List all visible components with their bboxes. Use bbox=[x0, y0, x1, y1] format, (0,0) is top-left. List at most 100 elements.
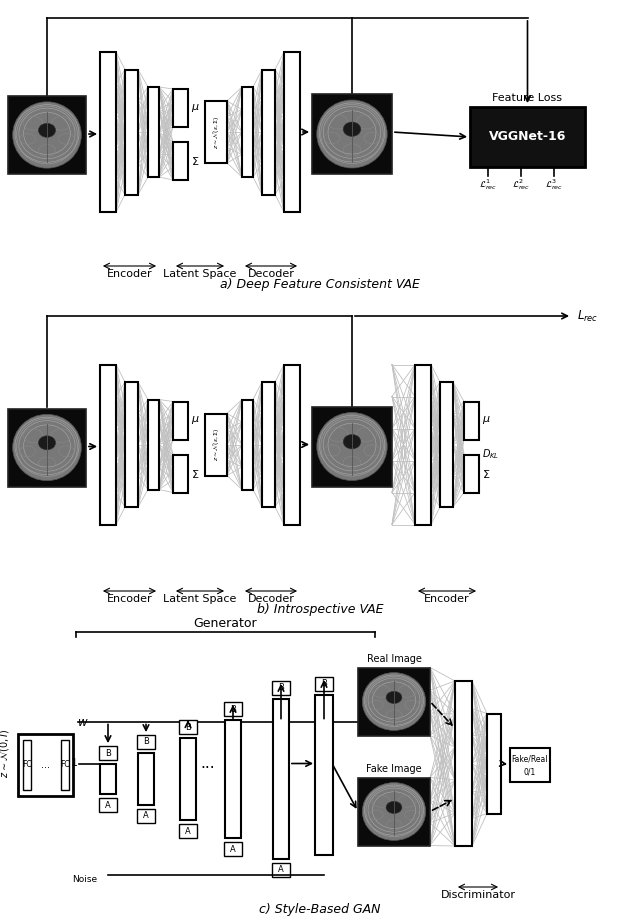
Text: $\mu$: $\mu$ bbox=[191, 414, 200, 426]
Ellipse shape bbox=[386, 801, 402, 813]
Bar bbox=[99, 798, 117, 812]
Bar bbox=[358, 667, 430, 735]
Text: ...: ... bbox=[200, 756, 215, 771]
Text: Decoder: Decoder bbox=[248, 594, 294, 604]
Ellipse shape bbox=[13, 102, 81, 168]
Bar bbox=[272, 863, 290, 877]
Text: 0/1: 0/1 bbox=[524, 767, 536, 777]
Bar bbox=[262, 382, 275, 507]
Text: Real Image: Real Image bbox=[367, 654, 421, 664]
Text: A: A bbox=[278, 866, 284, 875]
Text: $z{\sim}\mathcal{N}(\varepsilon,\Sigma)$: $z{\sim}\mathcal{N}(\varepsilon,\Sigma)$ bbox=[211, 427, 221, 461]
Bar bbox=[125, 70, 138, 195]
Text: Encoder: Encoder bbox=[107, 269, 152, 279]
Text: $\Sigma$: $\Sigma$ bbox=[482, 468, 490, 480]
Bar bbox=[315, 677, 333, 691]
Text: VGGNet-16: VGGNet-16 bbox=[489, 130, 566, 143]
Text: A: A bbox=[185, 826, 191, 835]
Text: Feature Loss: Feature Loss bbox=[493, 93, 563, 103]
Bar bbox=[137, 735, 155, 749]
Bar bbox=[179, 824, 197, 838]
Text: A: A bbox=[230, 845, 236, 854]
Ellipse shape bbox=[38, 436, 56, 449]
Text: $L_{rec}$: $L_{rec}$ bbox=[577, 309, 598, 323]
Bar bbox=[415, 365, 431, 525]
Bar bbox=[138, 753, 154, 805]
Bar bbox=[179, 720, 197, 734]
Bar bbox=[464, 455, 479, 493]
Bar bbox=[8, 96, 86, 174]
Bar bbox=[61, 740, 69, 789]
Bar bbox=[100, 764, 116, 794]
Text: ...: ... bbox=[42, 759, 51, 769]
Bar bbox=[284, 52, 300, 212]
Text: B: B bbox=[230, 705, 236, 713]
Text: $\mathcal{L}^1_{rec}$: $\mathcal{L}^1_{rec}$ bbox=[479, 177, 497, 192]
Bar bbox=[205, 414, 227, 475]
Bar bbox=[224, 842, 242, 856]
Bar bbox=[173, 402, 188, 439]
Text: b) Introspective VAE: b) Introspective VAE bbox=[257, 603, 383, 616]
Text: Fake Image: Fake Image bbox=[366, 765, 422, 775]
Text: B: B bbox=[185, 722, 191, 732]
Bar bbox=[315, 695, 333, 855]
Bar bbox=[99, 746, 117, 760]
Text: $\mu$: $\mu$ bbox=[191, 102, 200, 114]
Bar bbox=[100, 365, 116, 525]
Ellipse shape bbox=[38, 123, 56, 137]
Text: $z{\sim}\mathcal{N}(\varepsilon,\Sigma)$: $z{\sim}\mathcal{N}(\varepsilon,\Sigma)$ bbox=[211, 115, 221, 149]
Bar bbox=[23, 740, 31, 789]
Ellipse shape bbox=[343, 435, 361, 448]
Text: $z{\sim}\mathcal{N}(0,I)$: $z{\sim}\mathcal{N}(0,I)$ bbox=[0, 729, 12, 778]
Bar bbox=[455, 681, 472, 846]
Text: w: w bbox=[78, 717, 88, 730]
Bar bbox=[272, 681, 290, 695]
Text: $\mathcal{L}^2_{rec}$: $\mathcal{L}^2_{rec}$ bbox=[512, 177, 530, 192]
Bar bbox=[100, 52, 116, 212]
Text: 1: 1 bbox=[71, 758, 78, 768]
Text: Decoder: Decoder bbox=[248, 269, 294, 279]
Bar bbox=[262, 70, 275, 195]
Ellipse shape bbox=[362, 673, 426, 731]
Text: $\mathcal{L}^3_{rec}$: $\mathcal{L}^3_{rec}$ bbox=[545, 177, 563, 192]
Bar bbox=[242, 87, 253, 177]
Ellipse shape bbox=[343, 122, 361, 136]
Text: Encoder: Encoder bbox=[424, 594, 470, 604]
Bar bbox=[440, 382, 453, 507]
Bar bbox=[470, 107, 585, 167]
Bar bbox=[224, 702, 242, 716]
Ellipse shape bbox=[13, 414, 81, 481]
Bar bbox=[273, 699, 289, 859]
Bar bbox=[8, 409, 86, 486]
Ellipse shape bbox=[317, 100, 387, 168]
Text: B: B bbox=[105, 748, 111, 757]
Ellipse shape bbox=[386, 691, 402, 704]
Text: $\Sigma$: $\Sigma$ bbox=[191, 468, 199, 480]
Bar bbox=[510, 747, 550, 781]
Text: B: B bbox=[278, 684, 284, 693]
Bar bbox=[125, 382, 138, 507]
Text: $\mu$: $\mu$ bbox=[482, 414, 491, 426]
Text: Fake/Real: Fake/Real bbox=[512, 754, 548, 764]
Bar bbox=[18, 733, 73, 796]
Bar bbox=[137, 809, 155, 823]
Text: Discriminator: Discriminator bbox=[440, 890, 515, 900]
Text: a) Deep Feature Consistent VAE: a) Deep Feature Consistent VAE bbox=[220, 278, 420, 291]
Bar bbox=[180, 738, 196, 820]
Text: Latent Space: Latent Space bbox=[163, 594, 237, 604]
Text: A: A bbox=[143, 811, 149, 821]
Text: B: B bbox=[321, 679, 327, 688]
Text: B: B bbox=[143, 738, 149, 746]
Bar bbox=[225, 720, 241, 838]
Bar bbox=[312, 406, 392, 486]
Text: $D_{KL}$: $D_{KL}$ bbox=[482, 448, 499, 461]
Ellipse shape bbox=[317, 413, 387, 481]
Bar bbox=[487, 713, 501, 813]
Text: Latent Space: Latent Space bbox=[163, 269, 237, 279]
Text: Encoder: Encoder bbox=[107, 594, 152, 604]
Text: FC: FC bbox=[22, 760, 32, 769]
Text: A: A bbox=[105, 800, 111, 810]
Ellipse shape bbox=[362, 783, 426, 840]
Text: c) Style-Based GAN: c) Style-Based GAN bbox=[259, 903, 381, 916]
Bar bbox=[148, 400, 159, 490]
